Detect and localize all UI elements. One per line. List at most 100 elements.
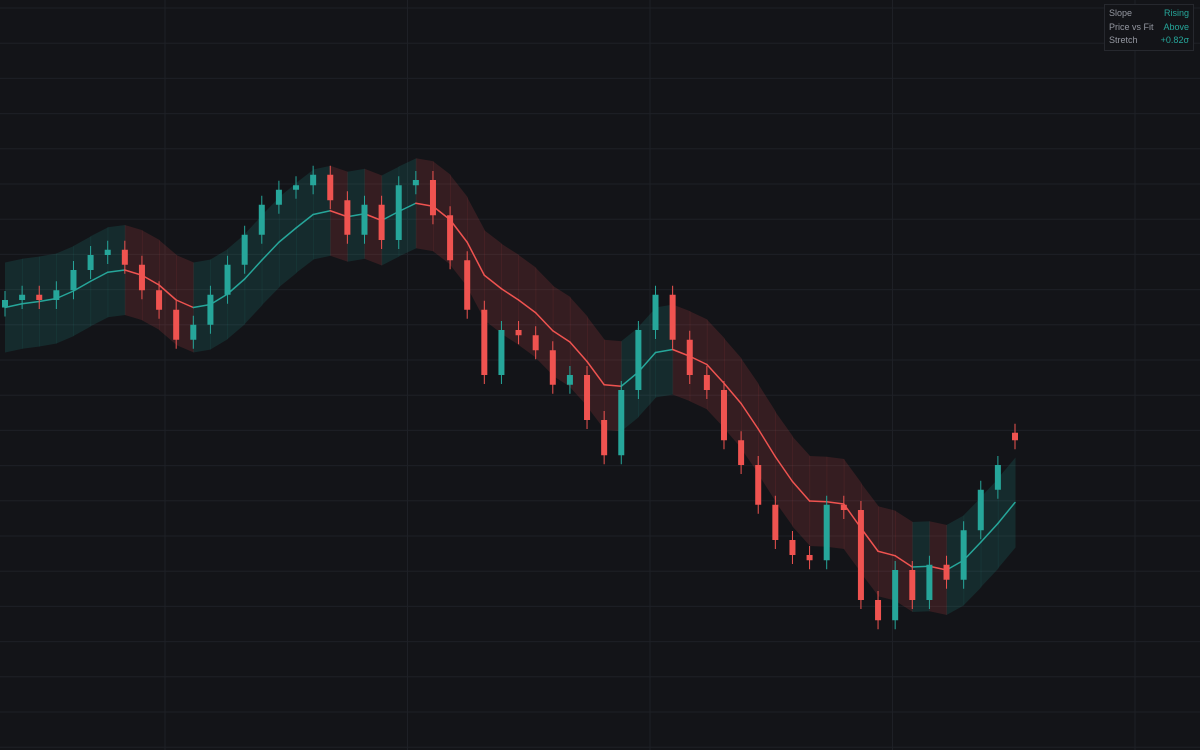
candle-body <box>70 270 77 291</box>
candle-body <box>447 215 454 261</box>
candle-body <box>53 290 60 300</box>
candle-body <box>121 249 128 265</box>
fit-line <box>243 259 263 280</box>
fit-line <box>997 501 1016 525</box>
fit-line <box>89 271 109 282</box>
fit-line <box>603 384 623 387</box>
candle-body <box>806 555 813 561</box>
fit-line <box>791 480 811 502</box>
stat-label: Slope <box>1109 8 1133 18</box>
candle-body <box>738 440 745 465</box>
fit-line <box>534 312 554 332</box>
candle-body <box>258 204 265 235</box>
candle-body <box>789 540 796 555</box>
fit-line <box>586 360 605 386</box>
candle-body <box>464 260 471 310</box>
candle-body <box>87 255 94 270</box>
stat-label: Price vs Fit <box>1109 21 1154 32</box>
candle-body <box>1012 432 1018 441</box>
fit-line <box>278 227 297 243</box>
fit-line <box>466 241 486 276</box>
candle-body <box>2 300 8 308</box>
candle-body <box>293 185 300 190</box>
fit-line <box>980 522 999 543</box>
candle-body <box>36 294 43 300</box>
stat-value: +0.82σ <box>1160 35 1189 45</box>
fit-line <box>483 274 503 290</box>
candle-body <box>19 294 26 300</box>
fit-line <box>877 550 896 557</box>
fit-line <box>106 269 126 273</box>
candle-body <box>395 185 402 240</box>
candle-body <box>686 339 693 375</box>
candle-body <box>566 375 573 385</box>
candle-body <box>138 264 145 291</box>
fit-line <box>21 300 40 305</box>
candle-body <box>224 264 231 295</box>
candle-body <box>310 174 317 186</box>
candle-body <box>601 420 608 456</box>
stat-value: Rising <box>1163 8 1189 18</box>
fit-line <box>158 284 177 301</box>
candle-body <box>857 510 864 600</box>
candle-body <box>207 294 214 325</box>
fit-line <box>500 288 520 301</box>
fit-line <box>757 428 777 458</box>
fit-line <box>295 213 314 229</box>
candle-body <box>652 294 659 330</box>
fit-line <box>654 348 674 354</box>
stats-row: Price vs Fit Above <box>1109 21 1189 35</box>
stat-value: Above <box>1163 21 1189 32</box>
fit-line <box>552 330 571 343</box>
fit-line <box>808 500 828 503</box>
candle-body <box>892 570 899 621</box>
candle-body <box>755 465 762 505</box>
candle-body <box>412 180 419 186</box>
candle-body <box>498 330 505 375</box>
fit-line <box>774 456 794 483</box>
candle-body <box>618 390 625 456</box>
candle-body <box>960 530 967 580</box>
candle-body <box>344 200 351 235</box>
candle-body <box>429 180 436 216</box>
candle-body <box>584 375 591 420</box>
stats-panel: Slope Rising Price vs Fit Above Stretch +0.… <box>1104 4 1194 51</box>
candle-body <box>823 504 830 561</box>
candle-body <box>772 504 779 540</box>
candle-body <box>241 234 248 265</box>
candle-body <box>190 324 197 340</box>
candle-body <box>994 465 1001 490</box>
candle-body <box>635 330 642 390</box>
stat-label: Stretch <box>1109 35 1138 45</box>
candle-body <box>104 249 111 255</box>
candle-body <box>481 309 488 375</box>
candle-body <box>515 330 522 336</box>
candle-body <box>926 564 933 600</box>
candle-body <box>669 294 676 340</box>
candle-body <box>173 309 180 340</box>
fit-line <box>261 241 280 261</box>
candle-body <box>327 174 334 201</box>
candle-body <box>156 290 163 310</box>
fit-line <box>517 299 537 314</box>
candle-body <box>909 570 916 600</box>
candle-body <box>720 390 727 441</box>
stats-row: Slope Rising <box>1109 7 1189 21</box>
fit-line <box>312 210 332 216</box>
fit-line <box>706 363 725 384</box>
fit-line <box>569 341 588 363</box>
candle-body <box>977 489 984 531</box>
candle-body <box>943 564 950 580</box>
candle-body <box>275 189 282 205</box>
candle-body <box>378 204 385 240</box>
fit-line <box>825 501 845 505</box>
fit-line <box>723 382 742 405</box>
fit-line <box>894 555 914 568</box>
candle-body <box>549 350 556 385</box>
candle-body <box>532 335 539 351</box>
fit-line <box>740 402 759 430</box>
stats-row: Stretch +0.82σ <box>1109 34 1189 48</box>
candle-body <box>361 204 368 235</box>
